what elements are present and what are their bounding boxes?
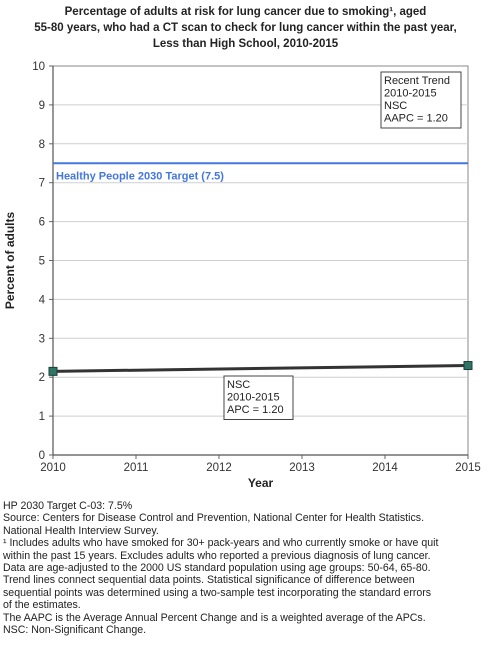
y-tick-label: 5 <box>39 256 45 268</box>
chart-title-line: Less than High School, 2010-2015 <box>152 38 339 50</box>
footnote-line: Source: Centers for Disease Control and … <box>3 512 425 525</box>
footnote-line: Trend lines connect sequential data poin… <box>3 574 415 587</box>
chart-title: Percentage of adults at risk for lung ca… <box>0 4 491 52</box>
y-tick-label: 7 <box>39 178 45 190</box>
y-tick-label: 9 <box>39 100 45 112</box>
y-tick-label: 0 <box>39 450 45 462</box>
x-tick-label: 2010 <box>40 462 66 474</box>
segment-annotation-text: 2010-2015 <box>227 392 280 404</box>
footnote-line: The AAPC is the Average Annual Percent C… <box>3 611 426 624</box>
footnote-line: National Health Interview Survey. <box>3 524 159 537</box>
recent-trend-annotation-text: NSC <box>384 100 407 112</box>
x-tick-label: 2011 <box>124 462 149 474</box>
segment-annotation-text: NSC <box>227 379 250 391</box>
target-label: Healthy People 2030 Target (7.5) <box>56 170 224 182</box>
chart-footnotes: HP 2030 Target C-03: 7.5% Source: Center… <box>3 500 489 636</box>
x-tick-label: 2015 <box>455 462 481 474</box>
y-tick-label: 8 <box>39 139 45 151</box>
recent-trend-annotation-box <box>380 71 462 129</box>
x-tick-label: 2012 <box>206 462 232 474</box>
chart-title-line: Percentage of adults at risk for lung ca… <box>64 6 427 18</box>
footnote-line: ¹ Includes adults who have smoked for 30… <box>3 537 439 550</box>
chart-title-line: 55-80 years, who had a CT scan to check … <box>34 22 457 34</box>
y-tick-label: 2 <box>39 372 45 384</box>
x-tick-label: 2013 <box>289 462 315 474</box>
y-tick-label: 4 <box>39 294 46 306</box>
footnote-line: within the past 15 years. Excludes adult… <box>3 549 431 562</box>
footnote-line: Data are age-adjusted to the 2000 US sta… <box>3 562 431 575</box>
trend-line <box>52 364 469 373</box>
segment-annotation-box <box>223 375 294 420</box>
y-tick-label: 1 <box>39 411 45 423</box>
data-point <box>48 366 58 376</box>
y-tick-label: 10 <box>32 61 45 73</box>
footnote-line: sequential points was determined using a… <box>3 586 432 599</box>
footnote-line: of the estimates. <box>3 599 81 612</box>
recent-trend-annotation-text: Recent Trend <box>384 75 450 87</box>
footnote-line: NSC: Non-Significant Change. <box>3 624 147 637</box>
x-tick-label: 2014 <box>372 462 398 474</box>
segment-annotation-text: APC = 1.20 <box>227 404 284 416</box>
data-point <box>463 361 473 371</box>
y-axis-title: Percent of adults <box>3 212 17 310</box>
x-axis-title: Year <box>248 476 274 490</box>
footnote-line: HP 2030 Target C-03: 7.5% <box>3 500 133 512</box>
y-tick-label: 3 <box>39 333 45 345</box>
recent-trend-annotation-text: 2010-2015 <box>384 88 437 100</box>
recent-trend-annotation-text: AAPC = 1.20 <box>384 113 448 125</box>
line-chart: 0 1 2 3 4 5 6 7 8 9 10 2010 2011 2012 2013 2014 2015 Year… <box>3 61 481 490</box>
y-tick-label: 6 <box>39 217 45 229</box>
